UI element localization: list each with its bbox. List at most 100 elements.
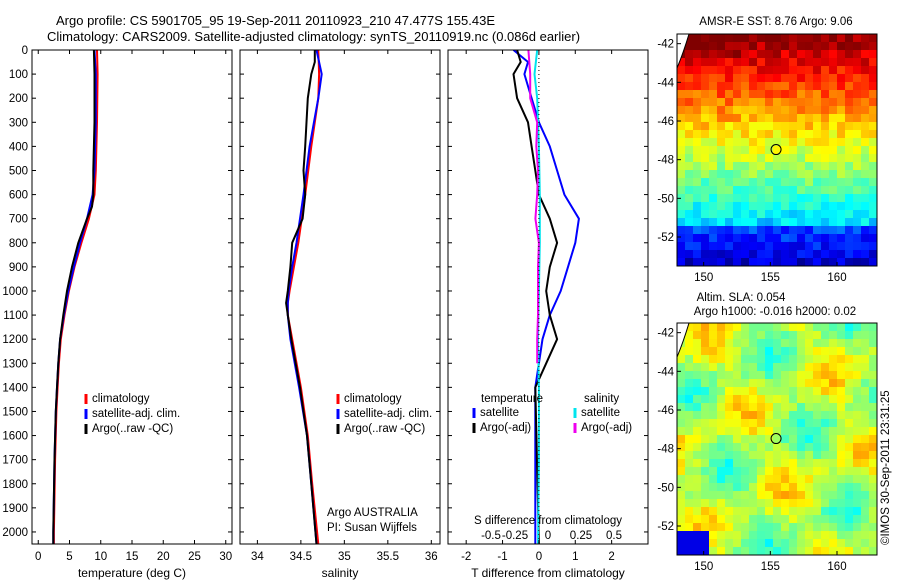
map-cell [805,154,814,163]
map-cell [797,98,806,107]
map-cell [829,467,838,476]
map-cell [741,226,750,235]
map-cell [821,122,830,131]
map-cell [837,363,846,372]
map-cell [853,250,862,259]
map-cell [829,242,838,251]
map-cell [749,467,758,476]
map-cell [837,130,846,139]
map-y-tick-label: -52 [657,232,674,244]
map-cell [853,395,862,404]
map-cell [765,387,774,396]
map-cell [749,451,758,460]
map-cell [781,355,790,364]
map-cell [789,226,798,235]
map-cell [701,323,710,332]
map-cell [797,202,806,211]
map-cell [861,114,870,123]
map-cell [701,459,710,468]
map-cell [829,218,838,227]
map-cell [693,178,702,187]
map-cell [749,403,758,412]
map-cell [781,130,790,139]
map-cell [821,34,830,43]
map-cell [805,443,814,452]
map-cell [717,331,726,340]
map-cell [837,210,846,219]
map-cell [685,130,694,139]
map-cell [869,218,877,227]
map-cell [821,146,830,155]
map-cell [781,379,790,388]
map-cell [765,122,774,131]
map-cell [805,387,814,396]
map-cell [805,331,814,340]
map-cell [797,82,806,91]
map-cell [741,194,750,203]
map-cell [749,250,758,259]
map-cell [733,82,742,91]
map-cell [725,323,734,332]
map-cell [725,162,734,171]
map-cell [709,122,718,131]
map-cell [677,194,686,203]
map-cell [741,218,750,227]
map-cell [821,347,830,356]
map-cell [781,146,790,155]
map-cell [869,202,877,211]
map-cell [701,331,710,340]
map-cell [853,451,862,460]
map-cell [749,499,758,508]
map-cell [701,467,710,476]
map-cell [829,347,838,356]
map-cell [741,355,750,364]
map-cell [717,58,726,67]
map-cell [805,130,814,139]
map-cell [709,162,718,171]
map-cell [829,339,838,348]
map-cell [733,411,742,420]
map-cell [709,130,718,139]
map-cell [733,331,742,340]
map-cell [773,58,782,67]
map-cell [805,170,814,179]
map-cell [869,258,877,266]
map-cell [749,323,758,332]
map-cell [861,379,870,388]
map-cell [837,122,846,131]
map-cell [845,379,854,388]
map-cell [741,371,750,380]
x-tick-label: 25 [188,551,201,563]
map-cell [797,491,806,500]
map-x-tick-label: 150 [694,272,713,284]
map-cell [701,250,710,259]
map-cell [853,427,862,436]
map-cell [693,250,702,259]
x-tick-label: -2 [461,551,471,563]
map-cell [845,122,854,131]
map-cell [741,122,750,131]
map-cell [813,339,822,348]
map-cell [733,74,742,83]
map-cell [685,547,694,555]
map-cell [797,130,806,139]
map-cell [845,234,854,243]
map-cell [677,419,686,428]
map-cell [717,403,726,412]
map-cell [861,539,870,548]
map-cell [765,515,774,524]
map-cell [853,74,862,83]
map-cell [709,331,718,340]
map-cell [813,491,822,500]
map-cell [717,234,726,243]
map-cell [861,58,870,67]
map-cell [709,170,718,179]
map-cell [693,242,702,251]
map-cell [749,339,758,348]
map-cell [869,459,877,468]
map-cell [773,507,782,516]
map-cell [725,90,734,99]
map-cell [829,82,838,91]
map-cell [861,178,870,187]
map-cell [677,499,686,508]
